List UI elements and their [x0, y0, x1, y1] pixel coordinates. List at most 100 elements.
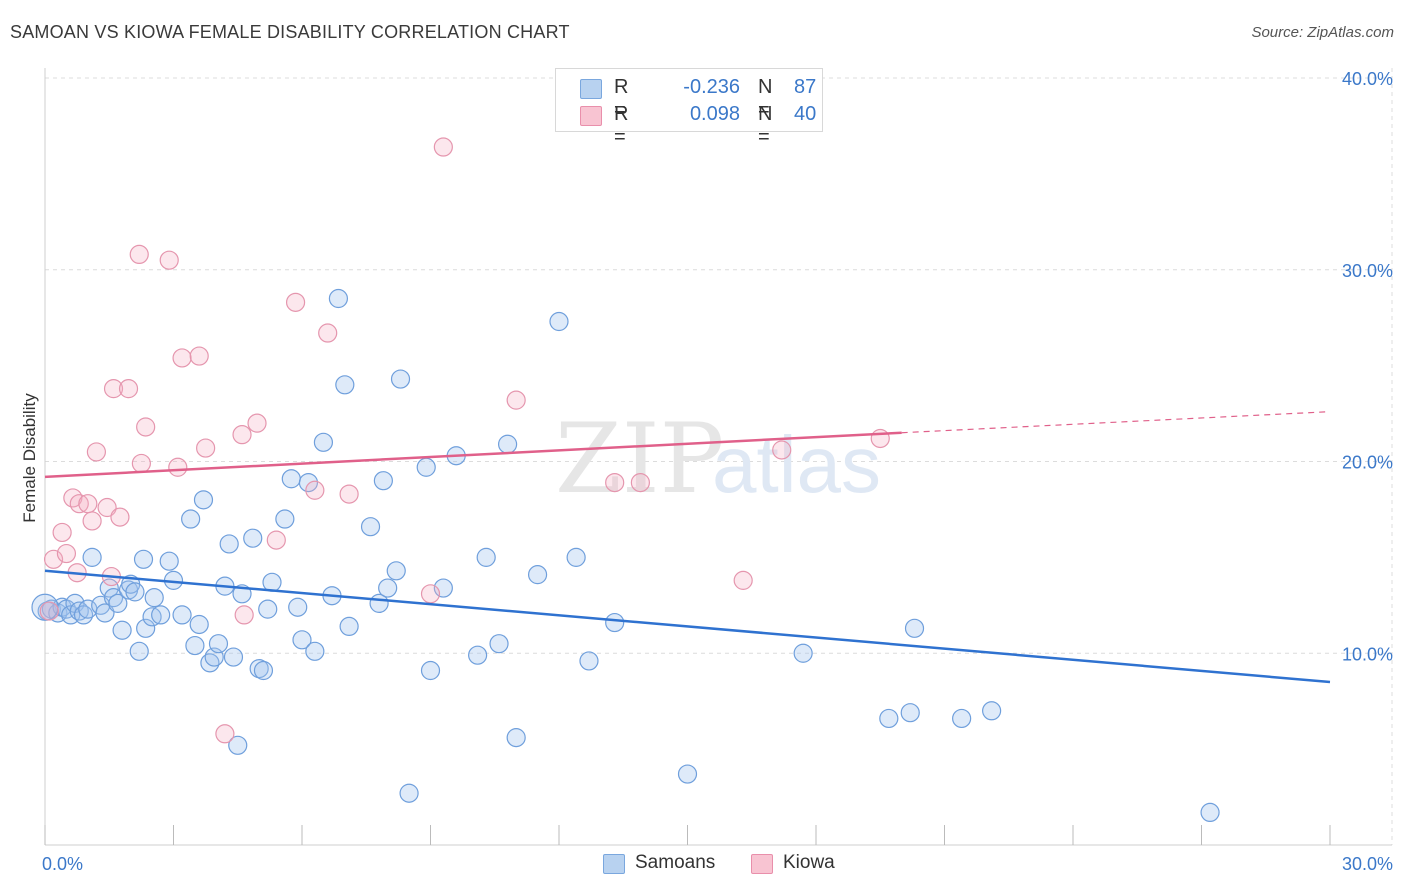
x-tick-label: 30.0%: [1342, 854, 1393, 874]
samoans-point: [172, 605, 192, 625]
series-kiowa-points: [39, 137, 890, 744]
trend-lines: [44, 411, 1331, 684]
legend-r-value: 0.098: [689, 103, 740, 125]
kiowa-point: [136, 417, 156, 437]
axes: [44, 68, 1392, 846]
samoans-point: [566, 547, 586, 567]
kiowa-point: [630, 472, 650, 493]
samoans-point: [228, 735, 248, 755]
kiowa-point: [103, 379, 124, 399]
grid-lines: [45, 68, 1393, 845]
samoans-point: [506, 728, 526, 748]
kiowa-point: [78, 494, 98, 514]
kiowa-point: [39, 601, 59, 621]
y-tick-label: 30.0%: [1342, 261, 1393, 281]
samoans-point: [99, 578, 119, 598]
samoans-point: [144, 588, 164, 608]
kiowa-point: [247, 413, 267, 433]
kiowa-point: [52, 522, 72, 543]
kiowa-point: [86, 442, 107, 462]
legend-n-label: N =: [758, 103, 773, 148]
kiowa-trend-line: [44, 431, 902, 479]
kiowa-point: [172, 348, 192, 368]
kiowa-point: [285, 292, 306, 312]
samoans-point: [258, 599, 278, 619]
kiowa-point: [168, 457, 188, 477]
y-tick-label: 40.0%: [1342, 69, 1393, 89]
samoans-point: [952, 708, 972, 729]
samoans-point: [605, 612, 625, 633]
bottom-legend-swatch-samoans: [603, 854, 625, 874]
samoans-point: [208, 634, 229, 654]
kiowa-point: [97, 497, 117, 518]
samoans-point: [292, 630, 312, 650]
kiowa-point: [189, 346, 209, 366]
bottom-legend-label-kiowa: Kiowa: [783, 852, 835, 873]
samoans-point: [243, 528, 263, 548]
kiowa-point: [420, 584, 441, 604]
kiowa-point: [772, 440, 792, 460]
y-tick-label: 20.0%: [1342, 453, 1393, 473]
y-tick-label: 10.0%: [1342, 644, 1393, 664]
samoans-point: [498, 434, 518, 454]
kiowa-point: [266, 530, 286, 550]
samoans-point: [313, 432, 334, 452]
legend-swatch-samoans: [580, 79, 602, 99]
samoans-point: [489, 634, 509, 654]
samoans-point: [125, 582, 145, 602]
samoans-point: [420, 660, 441, 681]
samoans-point: [181, 509, 201, 529]
samoans-point: [108, 593, 128, 613]
samoans-point: [793, 643, 813, 663]
samoans-point: [335, 375, 355, 395]
correlation-legend: R = -0.236 N = 87 R = 0.098 N = 40: [555, 68, 823, 148]
samoans-point: [253, 660, 274, 681]
legend-n-value: 40: [794, 103, 817, 125]
samoans-point: [1200, 802, 1220, 823]
samoans-point: [339, 616, 359, 637]
series-samoans-points: [31, 288, 1220, 823]
samoans-point: [468, 645, 488, 665]
samoans-point: [900, 703, 920, 723]
legend-n-value: 87: [794, 76, 817, 98]
kiowa-point: [339, 484, 359, 504]
samoans-point: [416, 457, 436, 477]
samoans-point: [904, 618, 925, 638]
legend-r-value: -0.236: [683, 76, 740, 98]
samoans-point: [399, 783, 419, 803]
legend-swatch-kiowa: [580, 106, 602, 126]
kiowa-point: [196, 438, 216, 458]
kiowa-point: [870, 428, 890, 449]
samoans-point: [275, 509, 295, 529]
samoans-point: [189, 614, 209, 635]
samoans-point: [133, 549, 154, 569]
samoans-point: [360, 517, 381, 537]
kiowa-point: [159, 250, 179, 270]
legend-n-label: N =: [758, 76, 773, 121]
kiowa-point: [110, 507, 130, 527]
samoans-point: [390, 369, 411, 389]
kiowa-point: [305, 480, 325, 500]
samoans-point: [193, 490, 214, 510]
kiowa-point: [605, 472, 625, 493]
kiowa-point: [131, 453, 151, 474]
kiowa-point: [733, 570, 753, 590]
kiowa-point: [232, 425, 252, 445]
samoans-point: [159, 551, 179, 571]
samoans-point: [879, 708, 899, 729]
source-credit: Source: ZipAtlas.com: [1251, 24, 1394, 41]
bottom-legend-label-samoans: Samoans: [635, 852, 716, 873]
kiowa-point: [506, 390, 526, 410]
samoans-point: [223, 647, 244, 667]
samoans-point: [136, 618, 156, 638]
samoans-point: [386, 561, 406, 581]
bottom-legend-swatch-kiowa: [751, 854, 773, 874]
legend-r-label: R =: [614, 76, 629, 121]
samoans-point: [288, 597, 308, 617]
kiowa-point: [118, 379, 139, 399]
samoans-point: [677, 764, 698, 784]
kiowa-trend-extension: [901, 411, 1331, 434]
samoans-point: [219, 534, 239, 554]
samoans-point: [378, 578, 398, 598]
